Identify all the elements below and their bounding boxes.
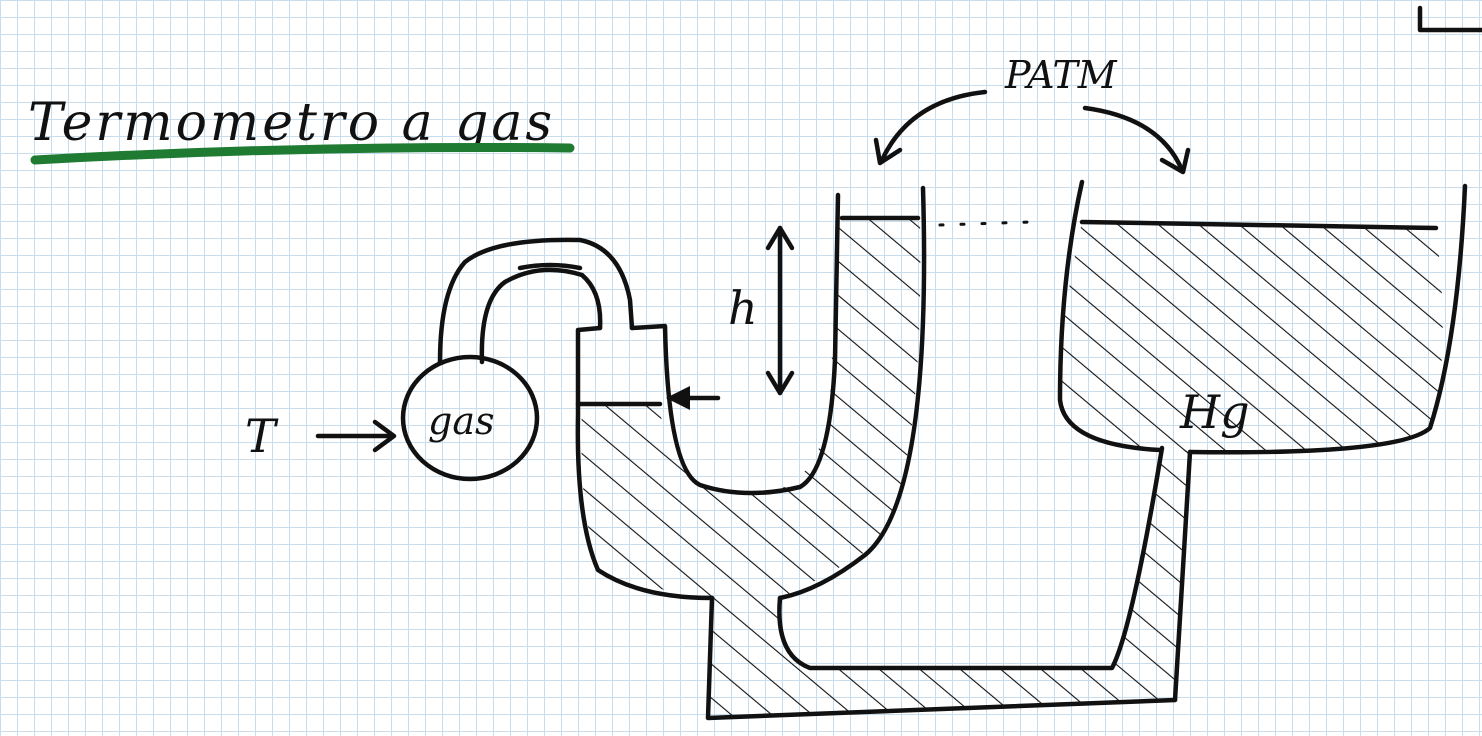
left-tube-outer-right: [777, 185, 927, 601]
height-arrowhead-bottom: [765, 370, 795, 396]
capillary-mark: [517, 262, 583, 271]
patm-arrow-left: [879, 89, 988, 163]
right-stem-outer: [1172, 449, 1193, 703]
patm-arrow-right: [1082, 105, 1185, 173]
gas-label: gas: [428, 399, 494, 443]
reservoir-left-wall: [1057, 179, 1163, 453]
temperature-label: T: [245, 409, 279, 463]
reservoir-mercury-level: [1079, 219, 1439, 231]
reservoir-right-wall: [1187, 183, 1468, 455]
patm-arrowhead-right: [1159, 147, 1191, 175]
left-tube-outer-left: [575, 325, 715, 601]
height-label: h: [728, 281, 758, 335]
mercury-label: Hg: [1179, 385, 1250, 439]
temperature-arrowhead: [372, 419, 397, 453]
gas-bulb: [400, 354, 540, 482]
title-underline: [30, 143, 575, 165]
bottom-tube-outer: [705, 595, 1178, 721]
atmospheric-pressure-label: PATM: [1004, 53, 1118, 97]
capillary-inner: [479, 267, 603, 365]
left-tube-inner: [629, 192, 841, 496]
capillary-outer: [437, 237, 635, 365]
corner-mark: [1417, 5, 1482, 33]
bottom-tube-inner: [777, 445, 1165, 671]
level-dotted-line: [938, 220, 1032, 227]
patm-arrowhead-left: [873, 137, 903, 166]
level-marker-arrowhead: [666, 386, 690, 410]
page-title: Termometro a gas: [28, 93, 555, 153]
height-arrowhead-top: [765, 225, 795, 251]
